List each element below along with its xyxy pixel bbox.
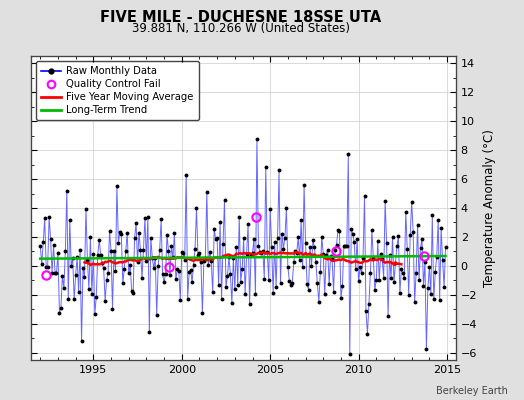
Text: 39.881 N, 110.266 W (United States): 39.881 N, 110.266 W (United States) (132, 22, 350, 35)
Text: FIVE MILE - DUCHESNE 18SSE UTA: FIVE MILE - DUCHESNE 18SSE UTA (101, 10, 381, 25)
Legend: Raw Monthly Data, Quality Control Fail, Five Year Moving Average, Long-Term Tren: Raw Monthly Data, Quality Control Fail, … (37, 61, 199, 120)
Y-axis label: Temperature Anomaly (°C): Temperature Anomaly (°C) (483, 129, 496, 287)
Text: Berkeley Earth: Berkeley Earth (436, 386, 508, 396)
